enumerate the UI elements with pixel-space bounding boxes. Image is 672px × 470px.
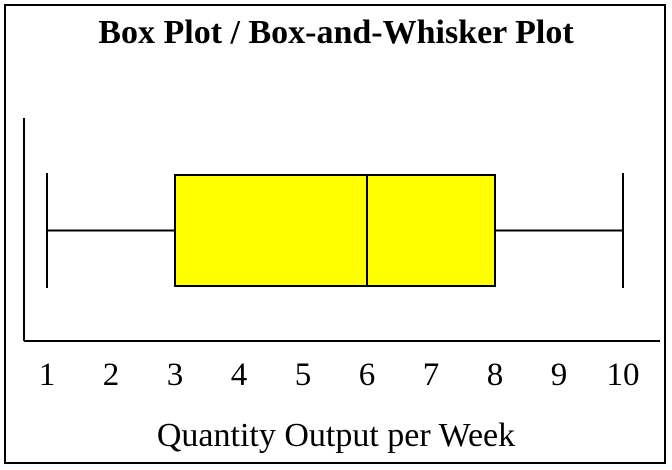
- axes: [23, 118, 660, 342]
- x-tick-label-1: 1: [39, 357, 56, 393]
- x-tick-label-8: 8: [487, 357, 504, 393]
- box-marks: [46, 173, 624, 288]
- x-axis-label: Quantity Output per Week: [157, 417, 515, 454]
- x-tick-label-9: 9: [551, 357, 568, 393]
- x-tick-label-4: 4: [231, 357, 248, 393]
- x-tick-label-10: 10: [607, 357, 640, 393]
- x-tick-label-2: 2: [103, 357, 120, 393]
- chart-title: Box Plot / Box-and-Whisker Plot: [98, 14, 574, 51]
- interquartile-box: [174, 174, 496, 287]
- x-tick-label-3: 3: [167, 357, 184, 393]
- x-tick-label-7: 7: [423, 357, 440, 393]
- tick-labels: 1 2 3 4 5 6 7 8 9 10: [39, 357, 640, 393]
- x-tick-label-6: 6: [359, 357, 376, 393]
- x-tick-label-5: 5: [295, 357, 312, 393]
